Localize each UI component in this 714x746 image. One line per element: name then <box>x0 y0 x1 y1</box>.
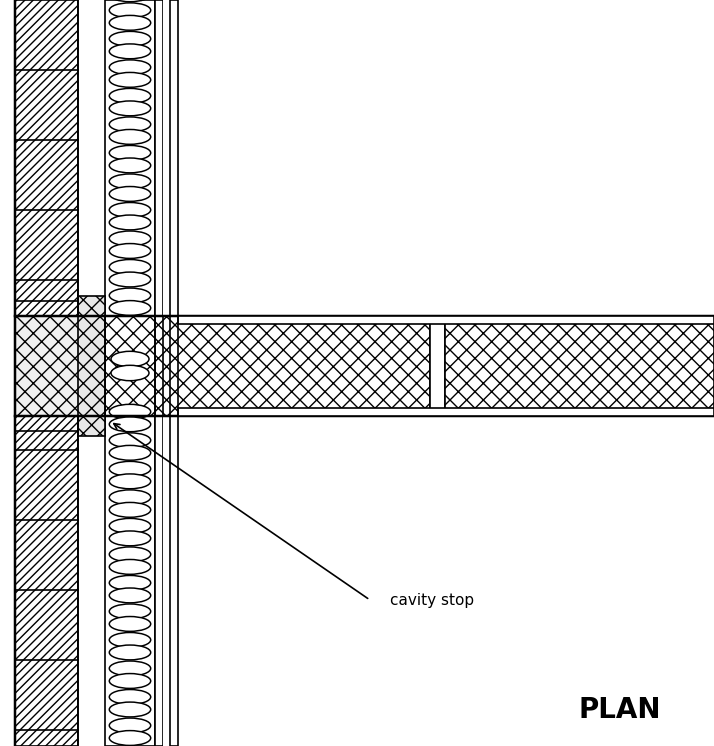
Ellipse shape <box>109 202 151 217</box>
Ellipse shape <box>109 44 151 59</box>
Ellipse shape <box>109 3 151 18</box>
Ellipse shape <box>109 645 151 660</box>
Ellipse shape <box>109 243 151 258</box>
Bar <box>163 0 170 316</box>
Bar <box>15 316 105 416</box>
Ellipse shape <box>109 633 151 648</box>
Ellipse shape <box>109 730 151 745</box>
Ellipse shape <box>109 518 151 533</box>
Ellipse shape <box>109 689 151 704</box>
Ellipse shape <box>109 461 151 476</box>
Ellipse shape <box>109 158 151 173</box>
Bar <box>78 0 105 316</box>
Ellipse shape <box>109 31 151 46</box>
Ellipse shape <box>109 433 151 448</box>
Ellipse shape <box>109 490 151 505</box>
Text: cavity stop: cavity stop <box>390 592 474 607</box>
Ellipse shape <box>109 301 151 316</box>
Ellipse shape <box>109 60 151 75</box>
Bar <box>105 316 430 416</box>
Bar <box>445 316 714 416</box>
Ellipse shape <box>109 718 151 733</box>
Ellipse shape <box>109 547 151 562</box>
Bar <box>78 296 105 436</box>
Ellipse shape <box>109 89 151 103</box>
Ellipse shape <box>109 445 151 460</box>
Bar <box>170 0 178 316</box>
Ellipse shape <box>109 145 151 160</box>
Ellipse shape <box>109 0 151 1</box>
Bar <box>430 316 445 416</box>
Ellipse shape <box>109 186 151 201</box>
Ellipse shape <box>109 215 151 230</box>
Ellipse shape <box>109 531 151 546</box>
Ellipse shape <box>109 474 151 489</box>
Ellipse shape <box>109 260 151 275</box>
Bar <box>155 0 163 316</box>
Ellipse shape <box>109 288 151 303</box>
Bar <box>105 416 155 746</box>
Ellipse shape <box>109 616 151 631</box>
Ellipse shape <box>109 417 151 432</box>
Ellipse shape <box>109 661 151 676</box>
Ellipse shape <box>109 72 151 87</box>
Text: PLAN: PLAN <box>579 696 661 724</box>
Ellipse shape <box>109 16 151 31</box>
Bar <box>15 416 78 746</box>
Ellipse shape <box>109 588 151 603</box>
Bar <box>105 0 155 316</box>
Ellipse shape <box>109 117 151 132</box>
Ellipse shape <box>109 174 151 189</box>
Ellipse shape <box>109 503 151 517</box>
Ellipse shape <box>109 674 151 689</box>
Ellipse shape <box>109 272 151 287</box>
Ellipse shape <box>109 101 151 116</box>
Bar <box>15 0 78 316</box>
Ellipse shape <box>111 351 149 367</box>
Ellipse shape <box>109 130 151 144</box>
Bar <box>163 416 170 746</box>
Ellipse shape <box>109 404 151 419</box>
Ellipse shape <box>109 575 151 590</box>
Bar <box>178 316 714 324</box>
Ellipse shape <box>111 366 149 380</box>
Bar <box>78 416 105 746</box>
Bar <box>155 416 163 746</box>
Ellipse shape <box>109 604 151 618</box>
Ellipse shape <box>109 702 151 717</box>
Ellipse shape <box>109 560 151 574</box>
Ellipse shape <box>109 231 151 246</box>
Bar <box>170 416 178 746</box>
Bar <box>178 408 714 416</box>
